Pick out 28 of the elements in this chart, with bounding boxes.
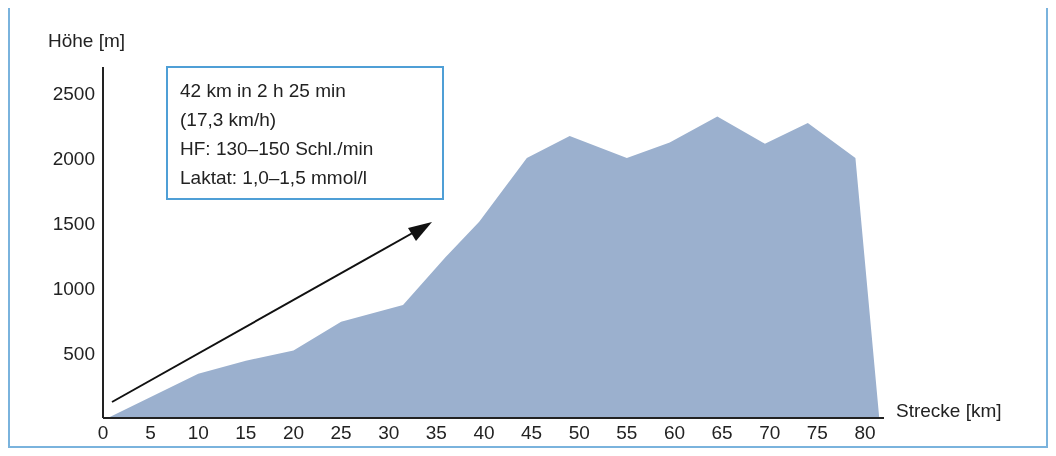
x-tick-label: 40 <box>473 422 495 444</box>
x-tick-label: 80 <box>854 422 876 444</box>
x-tick-label: 30 <box>378 422 400 444</box>
x-tick-label: 25 <box>330 422 352 444</box>
y-tick-label: 1500 <box>52 212 95 234</box>
x-tick-label: 0 <box>97 422 109 444</box>
y-tick-label: 500 <box>63 342 95 364</box>
x-tick-label: 15 <box>235 422 257 444</box>
x-tick-label: 55 <box>616 422 638 444</box>
annotation: Laktat: 1,0–1,5 mmol/l <box>180 166 368 190</box>
x-tick-label: 65 <box>711 422 733 444</box>
x-tick-label: 50 <box>568 422 590 444</box>
x-tick-label: 20 <box>282 422 305 444</box>
y-axis-title: Höhe [m] <box>48 30 126 52</box>
annotation: (17,3 km/h) <box>180 108 278 132</box>
x-tick-label: 60 <box>663 422 686 444</box>
annotation: HF: 130–150 Schl./min <box>180 137 375 161</box>
annotation: 42 km in 2 h 25 min <box>180 79 347 103</box>
x-tick-label: 45 <box>521 422 543 444</box>
y-tick-label: 2000 <box>52 147 95 169</box>
x-tick-label: 75 <box>806 422 828 444</box>
x-axis-title: Strecke [km] <box>896 400 1002 422</box>
x-tick-label: 5 <box>145 422 156 444</box>
y-tick-label: 1000 <box>52 277 95 299</box>
x-tick-label: 35 <box>425 422 447 444</box>
y-tick-label: 2500 <box>52 82 95 104</box>
x-tick-label: 70 <box>759 422 781 444</box>
x-tick-label: 10 <box>187 422 209 444</box>
